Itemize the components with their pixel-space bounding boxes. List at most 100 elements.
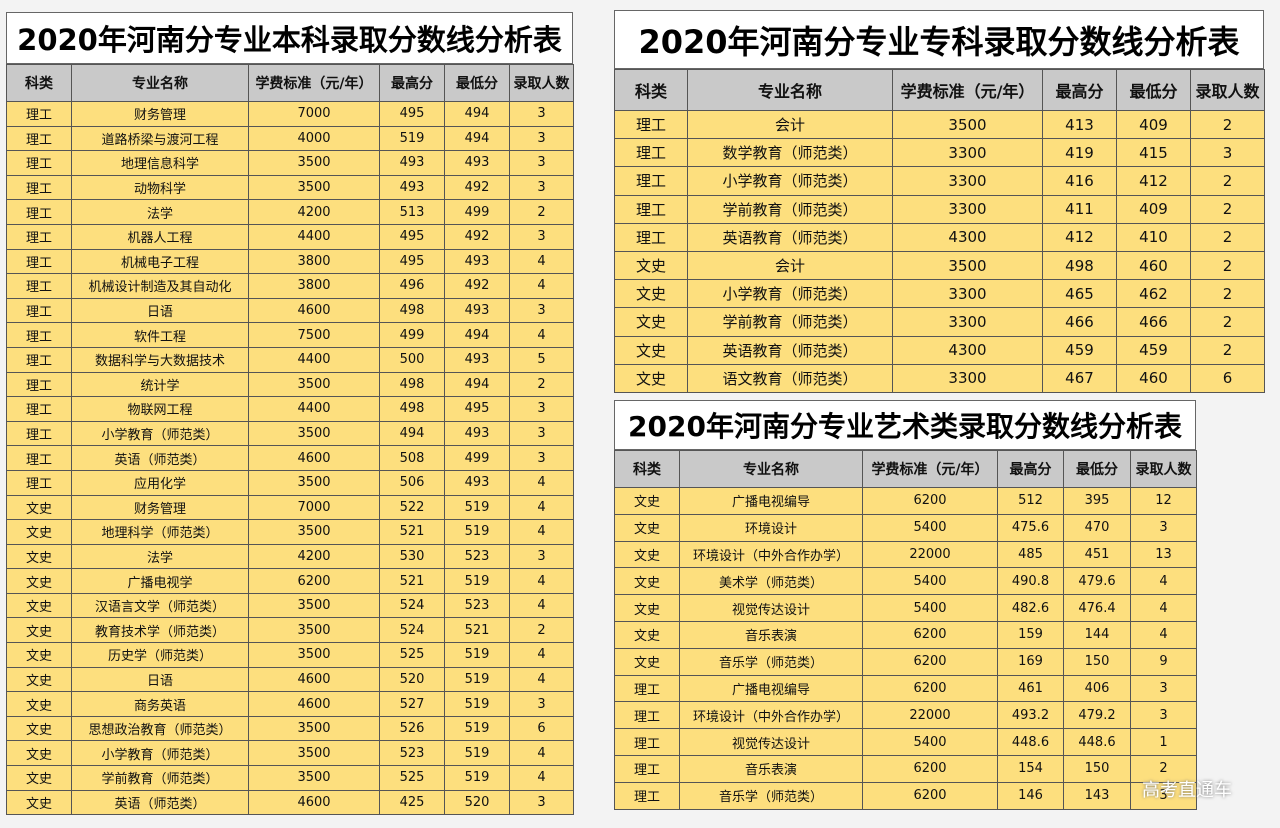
table-row: 理工 小学教育（师范类） 3300 416 412 2 (614, 166, 1265, 196)
category-cell: 理工 (614, 701, 680, 730)
admitted-cell: 1 (1130, 728, 1197, 756)
min-score-cell: 519 (444, 765, 510, 791)
max-score-cell: 154 (997, 754, 1064, 783)
admitted-cell: 4 (509, 592, 574, 619)
admitted-cell: 2 (509, 371, 574, 398)
vocational-table: 科类 专业名称 学费标准（元/年） 最高分 最低分 录取人数 理工 会计 3500 413 409… (614, 69, 1265, 393)
min-score-cell: 466 (1116, 307, 1191, 337)
major-cell: 英语教育（师范类） (687, 335, 893, 365)
max-score-cell: 493.2 (997, 701, 1064, 730)
category-cell: 文史 (6, 568, 72, 594)
header-admitted: 录取人数 (1130, 450, 1197, 488)
admitted-cell: 2 (1190, 222, 1265, 252)
table-row: 理工 日语 4600 498 493 3 (6, 297, 574, 324)
major-cell: 音乐学（师范类） (679, 781, 863, 810)
table-row: 文史 思想政治教育（师范类） 3500 526 519 6 (6, 715, 574, 742)
max-score-cell: 475.6 (997, 513, 1064, 542)
category-cell: 文史 (614, 540, 680, 569)
admitted-cell: 2 (1190, 279, 1265, 309)
category-cell: 文史 (6, 642, 72, 668)
table-row: 理工 音乐表演 6200 154 150 2 (614, 754, 1197, 783)
table-row: 理工 广播电视编导 6200 461 406 3 (614, 674, 1197, 703)
table-row: 文史 财务管理 7000 522 519 4 (6, 494, 574, 521)
max-score-cell: 525 (379, 765, 445, 791)
table-row: 理工 音乐学（师范类） 6200 146 143 3 (614, 781, 1197, 810)
category-cell: 文史 (6, 494, 72, 521)
table-row: 理工 小学教育（师范类） 3500 494 493 3 (6, 420, 574, 447)
tuition-cell: 3500 (248, 592, 380, 619)
category-cell: 理工 (614, 754, 680, 783)
max-score-cell: 495 (379, 248, 445, 275)
category-cell: 文史 (6, 765, 72, 791)
min-score-cell: 523 (444, 592, 510, 619)
admitted-cell: 3 (509, 297, 574, 324)
tuition-cell: 4600 (248, 445, 380, 471)
admitted-cell: 3 (1130, 513, 1197, 542)
major-cell: 广播电视编导 (679, 674, 863, 703)
min-score-cell: 479.6 (1063, 567, 1131, 596)
table-row: 文史 小学教育（师范类） 3500 523 519 4 (6, 740, 574, 767)
major-cell: 英语教育（师范类） (687, 222, 893, 252)
table-row: 理工 动物科学 3500 493 492 3 (6, 174, 574, 201)
max-score-cell: 159 (997, 620, 1064, 649)
admitted-cell: 9 (1130, 647, 1197, 676)
max-score-cell: 498 (379, 396, 445, 422)
min-score-cell: 462 (1116, 279, 1191, 309)
admitted-cell: 2 (1190, 109, 1265, 140)
admitted-cell: 2 (1190, 307, 1265, 337)
tuition-cell: 6200 (862, 487, 998, 515)
major-cell: 环境设计 (679, 513, 863, 542)
major-cell: 学前教育（师范类） (687, 307, 893, 337)
tuition-cell: 3500 (892, 109, 1043, 140)
header-tuition: 学费标准（元/年） (892, 69, 1043, 111)
category-cell: 理工 (6, 322, 72, 348)
category-cell: 文史 (6, 666, 72, 693)
max-score-cell: 482.6 (997, 594, 1064, 622)
min-score-cell: 523 (444, 543, 510, 570)
tuition-cell: 6200 (862, 781, 998, 810)
min-score-cell: 519 (444, 666, 510, 693)
category-cell: 文史 (6, 691, 72, 717)
major-cell: 会计 (687, 250, 893, 281)
admitted-cell: 3 (1190, 138, 1265, 168)
max-score-cell: 521 (379, 568, 445, 594)
tuition-cell: 4600 (248, 297, 380, 324)
tuition-cell: 5400 (862, 594, 998, 622)
min-score-cell: 470 (1063, 513, 1131, 542)
tuition-cell: 3500 (248, 715, 380, 742)
major-cell: 历史学（师范类） (71, 642, 249, 668)
min-score-cell: 409 (1116, 109, 1191, 140)
art-title: 2020年河南分专业艺术类录取分数线分析表 (614, 400, 1196, 450)
max-score-cell: 525 (379, 642, 445, 668)
tuition-cell: 22000 (862, 540, 998, 569)
major-cell: 法学 (71, 199, 249, 225)
max-score-cell: 498 (1042, 250, 1117, 281)
category-cell: 文史 (6, 789, 72, 816)
vocational-panel: 2020年河南分专业专科录取分数线分析表 科类 专业名称 学费标准（元/年） 最高分最… (614, 10, 1265, 393)
admitted-cell: 2 (1190, 194, 1265, 224)
major-cell: 音乐学（师范类） (679, 647, 863, 676)
table-row: 理工 物联网工程 4400 498 495 3 (6, 396, 574, 422)
table-row: 理工 应用化学 3500 506 493 4 (6, 469, 574, 496)
undergrad-table: 科类 专业名称 学费标准（元/年） 最高分 最低分 录取人数 理工 财务管理 7000 495 4… (6, 64, 574, 816)
table-row: 文史 视觉传达设计 5400 482.6 476.4 4 (614, 594, 1197, 622)
min-score-cell: 143 (1063, 781, 1131, 810)
category-cell: 理工 (614, 728, 680, 756)
table-row: 理工 数据科学与大数据技术 4400 500 493 5 (6, 346, 574, 373)
max-score-cell: 448.6 (997, 728, 1064, 756)
min-score-cell: 520 (444, 789, 510, 816)
watermark-text: 高考直通车 (1142, 780, 1232, 801)
header-max-score: 最高分 (1042, 69, 1117, 111)
category-cell: 理工 (614, 109, 688, 140)
tuition-cell: 3500 (248, 371, 380, 398)
admitted-cell: 4 (509, 642, 574, 668)
table-row: 理工 英语教育（师范类） 4300 412 410 2 (614, 222, 1265, 252)
admitted-cell: 3 (509, 691, 574, 717)
category-cell: 理工 (6, 396, 72, 422)
major-cell: 英语（师范类） (71, 445, 249, 471)
category-cell: 文史 (6, 543, 72, 570)
min-score-cell: 451 (1063, 540, 1131, 569)
major-cell: 软件工程 (71, 322, 249, 348)
tuition-cell: 4600 (248, 666, 380, 693)
table-row: 理工 数学教育（师范类） 3300 419 415 3 (614, 138, 1265, 168)
